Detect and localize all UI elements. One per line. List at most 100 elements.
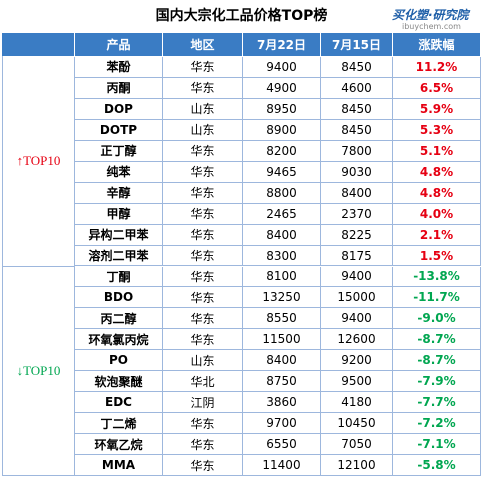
price-jul15: 8400 bbox=[321, 182, 393, 204]
product: 正丁醇 bbox=[75, 140, 163, 162]
price-jul22: 8100 bbox=[243, 266, 321, 288]
header-corner bbox=[2, 33, 75, 57]
price-jul22: 6550 bbox=[243, 434, 321, 456]
region: 华东 bbox=[163, 57, 243, 78]
product: 丁酮 bbox=[75, 266, 163, 288]
product: 甲醇 bbox=[75, 203, 163, 225]
price-jul22: 8550 bbox=[243, 308, 321, 330]
region: 华东 bbox=[163, 329, 243, 351]
price-jul22: 8400 bbox=[243, 224, 321, 246]
region: 华东 bbox=[163, 203, 243, 225]
region: 华东 bbox=[163, 434, 243, 456]
header-cell: 产品 bbox=[75, 33, 163, 57]
product: 异构二甲苯 bbox=[75, 224, 163, 246]
product: 辛醇 bbox=[75, 182, 163, 204]
region: 山东 bbox=[163, 98, 243, 120]
change: -5.8% bbox=[393, 455, 481, 476]
price-jul15: 4180 bbox=[321, 392, 393, 414]
change: 1.5% bbox=[393, 245, 481, 267]
logo: 买化塑·研究院 bbox=[392, 8, 469, 22]
change: -9.0% bbox=[393, 308, 481, 330]
price-jul15: 9200 bbox=[321, 350, 393, 372]
price-jul22: 8400 bbox=[243, 350, 321, 372]
price-jul15: 9030 bbox=[321, 161, 393, 183]
header-cell: 7月15日 bbox=[321, 33, 393, 57]
header-cell: 7月22日 bbox=[243, 33, 321, 57]
change: -7.1% bbox=[393, 434, 481, 456]
region: 华东 bbox=[163, 161, 243, 183]
product: DOP bbox=[75, 98, 163, 120]
price-jul22: 8950 bbox=[243, 98, 321, 120]
region: 华东 bbox=[163, 455, 243, 476]
price-jul22: 8200 bbox=[243, 140, 321, 162]
price-jul15: 15000 bbox=[321, 287, 393, 309]
product: EDC bbox=[75, 392, 163, 414]
price-jul22: 11500 bbox=[243, 329, 321, 351]
region: 华东 bbox=[163, 224, 243, 246]
price-jul15: 7800 bbox=[321, 140, 393, 162]
product: 软泡聚醚 bbox=[75, 371, 163, 393]
change: -8.7% bbox=[393, 350, 481, 372]
price-jul15: 9400 bbox=[321, 266, 393, 288]
price-jul22: 8900 bbox=[243, 119, 321, 141]
change: 5.1% bbox=[393, 140, 481, 162]
price-jul22: 8300 bbox=[243, 245, 321, 267]
price-jul15: 12100 bbox=[321, 455, 393, 476]
region: 江阴 bbox=[163, 392, 243, 414]
change: 11.2% bbox=[393, 57, 481, 78]
change: -8.7% bbox=[393, 329, 481, 351]
price-jul15: 10450 bbox=[321, 413, 393, 435]
region: 山东 bbox=[163, 119, 243, 141]
region: 华北 bbox=[163, 371, 243, 393]
change: 4.0% bbox=[393, 203, 481, 225]
product: 苯酚 bbox=[75, 57, 163, 78]
price-jul15: 12600 bbox=[321, 329, 393, 351]
price-jul22: 9400 bbox=[243, 57, 321, 78]
price-jul15: 8450 bbox=[321, 98, 393, 120]
price-jul15: 8450 bbox=[321, 119, 393, 141]
price-jul15: 2370 bbox=[321, 203, 393, 225]
product: 丙二醇 bbox=[75, 308, 163, 330]
region: 华东 bbox=[163, 266, 243, 288]
change: -7.9% bbox=[393, 371, 481, 393]
price-jul22: 9700 bbox=[243, 413, 321, 435]
region: 华东 bbox=[163, 140, 243, 162]
header-cell: 涨跌幅 bbox=[393, 33, 481, 57]
price-jul22: 8800 bbox=[243, 182, 321, 204]
product: 环氧氯丙烷 bbox=[75, 329, 163, 351]
change: 2.1% bbox=[393, 224, 481, 246]
change: 4.8% bbox=[393, 161, 481, 183]
change: -13.8% bbox=[393, 266, 481, 288]
change: -7.7% bbox=[393, 392, 481, 414]
product: BDO bbox=[75, 287, 163, 309]
change: -7.2% bbox=[393, 413, 481, 435]
price-jul22: 3860 bbox=[243, 392, 321, 414]
change: -11.7% bbox=[393, 287, 481, 309]
region: 山东 bbox=[163, 350, 243, 372]
group-label: ↓TOP10 bbox=[2, 266, 75, 476]
change: 4.8% bbox=[393, 182, 481, 204]
region: 华东 bbox=[163, 308, 243, 330]
price-jul15: 4600 bbox=[321, 77, 393, 99]
region: 华东 bbox=[163, 413, 243, 435]
logo-site: ibuychem.com bbox=[402, 22, 461, 31]
price-jul22: 11400 bbox=[243, 455, 321, 476]
price-jul15: 8175 bbox=[321, 245, 393, 267]
price-jul22: 8750 bbox=[243, 371, 321, 393]
region: 华东 bbox=[163, 245, 243, 267]
price-jul15: 8450 bbox=[321, 57, 393, 78]
price-jul22: 4900 bbox=[243, 77, 321, 99]
change: 5.3% bbox=[393, 119, 481, 141]
price-jul15: 9400 bbox=[321, 308, 393, 330]
header-cell: 地区 bbox=[163, 33, 243, 57]
product: 环氧乙烷 bbox=[75, 434, 163, 456]
product: 纯苯 bbox=[75, 161, 163, 183]
price-jul15: 7050 bbox=[321, 434, 393, 456]
group-label: ↑TOP10 bbox=[2, 57, 75, 267]
change: 6.5% bbox=[393, 77, 481, 99]
price-jul22: 9465 bbox=[243, 161, 321, 183]
product: 溶剂二甲苯 bbox=[75, 245, 163, 267]
region: 华东 bbox=[163, 77, 243, 99]
region: 华东 bbox=[163, 287, 243, 309]
